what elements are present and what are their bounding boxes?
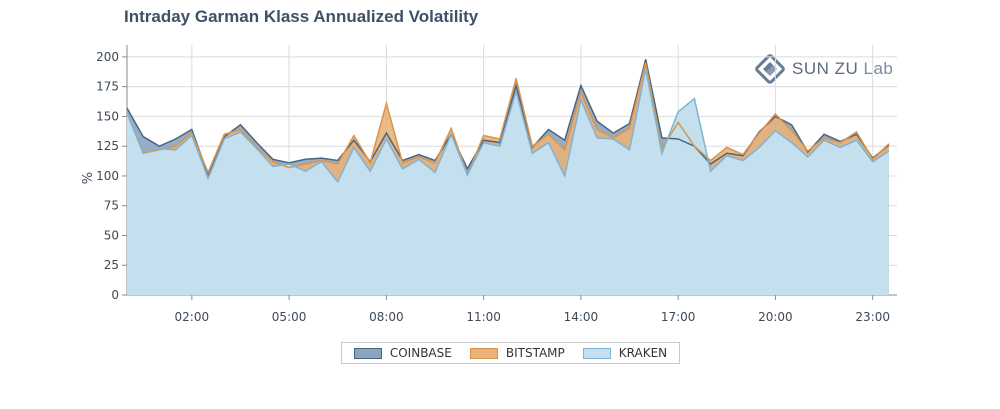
sunzu-logo-icon (755, 54, 785, 84)
y-tick-label: 75 (104, 199, 119, 213)
legend-item-kraken[interactable]: KRAKEN (582, 346, 668, 360)
x-tick-label: 05:00 (272, 310, 307, 324)
y-tick-label: 50 (104, 228, 119, 242)
legend-label-coinbase: COINBASE (389, 346, 452, 360)
sunzu-lab-logo: SUN ZU Lab (754, 54, 893, 84)
x-tick-label: 02:00 (175, 310, 210, 324)
legend-item-bitstamp[interactable]: BITSTAMP (469, 346, 565, 360)
legend-swatch-bitstamp (469, 347, 498, 359)
y-tick-label: 25 (104, 258, 119, 272)
area-kraken (127, 68, 889, 295)
y-tick-label: 175 (96, 80, 119, 94)
y-tick-label: 0 (111, 288, 119, 302)
chart-title: Intraday Garman Klass Annualized Volatil… (124, 7, 479, 26)
line-kraken (126, 68, 890, 184)
legend-swatch-kraken (582, 347, 611, 359)
x-tick-label: 17:00 (661, 310, 696, 324)
x-tick-label: 23:00 (855, 310, 890, 324)
y-tick-label: 200 (96, 50, 119, 64)
legend-label-kraken: KRAKEN (618, 346, 668, 360)
logo-suffix: Lab (863, 59, 894, 78)
logo-text: SUN ZU Lab (792, 59, 893, 79)
series-lines (126, 59, 890, 184)
y-tick-label: 150 (96, 109, 119, 123)
y-tick-label: 100 (96, 169, 119, 183)
volatility-area-chart: 0 25 50 75 100 125 150 175 200 02:00 05:00 08:00 11… (81, 45, 897, 324)
x-tick-label: 14:00 (564, 310, 599, 324)
y-axis-ticks: 0 25 50 75 100 125 150 175 200 (96, 50, 127, 302)
line-bitstamp (126, 62, 890, 177)
x-tick-label: 11:00 (466, 310, 501, 324)
y-axis-title: % (81, 172, 96, 184)
logo-brand: SUN ZU (792, 59, 859, 78)
x-tick-label: 08:00 (369, 310, 404, 324)
x-axis-ticks: 02:00 05:00 08:00 11:00 14:00 17:00 20:00 23:00 (175, 295, 890, 324)
x-tick-label: 20:00 (758, 310, 793, 324)
y-tick-label: 125 (96, 139, 119, 153)
legend-item-coinbase[interactable]: COINBASE (353, 346, 452, 360)
series-areas (127, 59, 889, 296)
legend-swatch-coinbase (353, 347, 382, 359)
chart-legend: COINBASE BITSTAMP KRAKEN (341, 342, 680, 364)
legend-label-bitstamp: BITSTAMP (505, 346, 565, 360)
